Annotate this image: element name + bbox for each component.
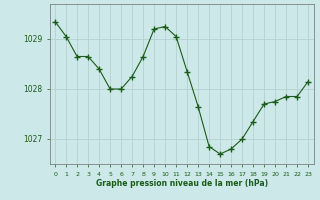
X-axis label: Graphe pression niveau de la mer (hPa): Graphe pression niveau de la mer (hPa) [96,179,268,188]
